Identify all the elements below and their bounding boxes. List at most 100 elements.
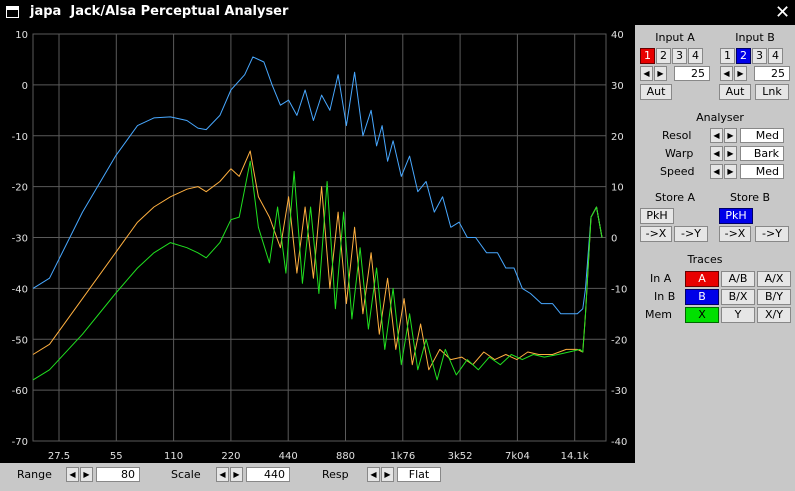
store-a-to-y-button[interactable]: ->Y <box>674 226 708 242</box>
arrow-right-icon: ▶ <box>83 470 90 479</box>
warp-decrease-button[interactable]: ◀ <box>710 146 723 161</box>
trace-a-over-b-button[interactable]: A/B <box>721 271 755 287</box>
arrow-left-icon: ◀ <box>370 470 377 479</box>
x-tick-label: 110 <box>164 451 183 462</box>
store-a-to-x-button[interactable]: ->X <box>640 226 672 242</box>
window-menu-icon[interactable] <box>6 6 19 18</box>
input-b-gain-value[interactable]: 25 <box>754 66 790 81</box>
resol-decrease-button[interactable]: ◀ <box>710 128 723 143</box>
y-right-tick-label: -20 <box>611 335 627 346</box>
input-a-channel-3[interactable]: 3 <box>672 48 687 64</box>
bottom-control-bar: Range ◀ ▶ 80 Scale ◀ ▶ 440 Resp ◀ ▶ Flat <box>0 463 795 491</box>
arrow-right-icon: ▶ <box>384 470 391 479</box>
y-right-tick-label: 0 <box>611 234 617 245</box>
x-tick-label: 27.5 <box>48 451 70 462</box>
y-left-tick-label: -10 <box>12 132 28 143</box>
input-a-aut-button[interactable]: Aut <box>640 84 672 100</box>
analyser-title: Analyser <box>696 111 744 124</box>
trace-x-over-y-button[interactable]: X/Y <box>757 307 791 323</box>
x-tick-label: 3k52 <box>448 451 473 462</box>
store-b-to-x-button[interactable]: ->X <box>719 226 751 242</box>
input-b-lnk-button[interactable]: Lnk <box>755 84 789 100</box>
resol-increase-button[interactable]: ▶ <box>724 128 737 143</box>
scale-value[interactable]: 440 <box>246 467 290 482</box>
arrow-left-icon: ◀ <box>713 131 720 140</box>
resol-value[interactable]: Med <box>740 128 784 143</box>
input-a-channel-1[interactable]: 1 <box>640 48 655 64</box>
range-increase-button[interactable]: ▶ <box>80 467 93 482</box>
traces-in-b-label: In B <box>654 290 676 303</box>
y-left-tick-label: -70 <box>12 437 28 448</box>
input-a-gain-value[interactable]: 25 <box>674 66 710 81</box>
input-b-decrease-button[interactable]: ◀ <box>720 66 733 81</box>
input-b-increase-button[interactable]: ▶ <box>734 66 747 81</box>
y-left-tick-label: -40 <box>12 284 28 295</box>
traces-mem-label: Mem <box>645 308 672 321</box>
input-a-decrease-button[interactable]: ◀ <box>640 66 653 81</box>
trace-x-button[interactable]: X <box>685 307 719 323</box>
title-bar: japa Jack/Alsa Perceptual Analyser ✕ <box>0 0 795 25</box>
y-right-tick-label: -30 <box>611 386 627 397</box>
y-left-tick-label: -60 <box>12 386 28 397</box>
input-b-aut-button[interactable]: Aut <box>719 84 751 100</box>
store-a-pkh-button[interactable]: PkH <box>640 208 674 224</box>
arrow-right-icon: ▶ <box>727 167 734 176</box>
arrow-right-icon: ▶ <box>727 149 734 158</box>
warp-value[interactable]: Bark <box>740 146 784 161</box>
trace-b-line <box>32 160 603 381</box>
input-b-channel-1[interactable]: 1 <box>720 48 735 64</box>
window-title: japa Jack/Alsa Perceptual Analyser <box>30 4 289 19</box>
trace-b-over-y-button[interactable]: B/Y <box>757 289 791 305</box>
trace-x-line <box>32 56 603 315</box>
speed-value[interactable]: Med <box>740 164 784 179</box>
range-label: Range <box>17 468 52 481</box>
trace-b-over-x-button[interactable]: B/X <box>721 289 755 305</box>
arrow-right-icon: ▶ <box>737 69 744 78</box>
input-b-channel-2[interactable]: 2 <box>736 48 751 64</box>
y-right-tick-label: -40 <box>611 437 627 448</box>
y-right-tick-label: 40 <box>611 30 624 41</box>
resp-value[interactable]: Flat <box>397 467 441 482</box>
y-right-tick-label: 30 <box>611 81 624 92</box>
range-value[interactable]: 80 <box>96 467 140 482</box>
resol-label: Resol <box>662 129 692 142</box>
traces-title: Traces <box>687 253 723 266</box>
input-a-channel-4[interactable]: 4 <box>688 48 703 64</box>
arrow-right-icon: ▶ <box>657 69 664 78</box>
input-a-increase-button[interactable]: ▶ <box>654 66 667 81</box>
trace-a-button[interactable]: A <box>685 271 719 287</box>
input-a-channel-2[interactable]: 2 <box>656 48 671 64</box>
y-left-tick-label: 0 <box>22 81 28 92</box>
trace-b-button[interactable]: B <box>685 289 719 305</box>
x-tick-label: 7k04 <box>505 451 530 462</box>
control-panel: Input A 1 2 3 4 ◀ ▶ 25 Aut Input B 1 2 3… <box>635 25 795 463</box>
scale-increase-button[interactable]: ▶ <box>230 467 243 482</box>
range-decrease-button[interactable]: ◀ <box>66 467 79 482</box>
spectrum-plot: 10 0 -10 -20 -30 -40 -50 -60 -70 40 30 20 10 0 -10 -20 -… <box>0 25 635 463</box>
store-b-pkh-button[interactable]: PkH <box>719 208 753 224</box>
input-a-title: Input A <box>655 31 695 44</box>
input-b-channel-4[interactable]: 4 <box>768 48 783 64</box>
resp-decrease-button[interactable]: ◀ <box>367 467 380 482</box>
warp-increase-button[interactable]: ▶ <box>724 146 737 161</box>
y-left-tick-label: -20 <box>12 183 28 194</box>
trace-a-over-x-button[interactable]: A/X <box>757 271 791 287</box>
resp-increase-button[interactable]: ▶ <box>381 467 394 482</box>
store-a-title: Store A <box>654 191 696 204</box>
close-icon[interactable]: ✕ <box>774 2 791 23</box>
speed-increase-button[interactable]: ▶ <box>724 164 737 179</box>
input-b-title: Input B <box>735 31 775 44</box>
arrow-left-icon: ◀ <box>219 470 226 479</box>
arrow-left-icon: ◀ <box>69 470 76 479</box>
arrow-left-icon: ◀ <box>643 69 650 78</box>
y-left-tick-label: -30 <box>12 234 28 245</box>
arrow-right-icon: ▶ <box>727 131 734 140</box>
speed-decrease-button[interactable]: ◀ <box>710 164 723 179</box>
input-b-channel-3[interactable]: 3 <box>752 48 767 64</box>
arrow-right-icon: ▶ <box>233 470 240 479</box>
store-b-to-y-button[interactable]: ->Y <box>755 226 789 242</box>
scale-decrease-button[interactable]: ◀ <box>216 467 229 482</box>
trace-y-button[interactable]: Y <box>721 307 755 323</box>
trace-a-line <box>32 150 603 371</box>
scale-label: Scale <box>171 468 201 481</box>
